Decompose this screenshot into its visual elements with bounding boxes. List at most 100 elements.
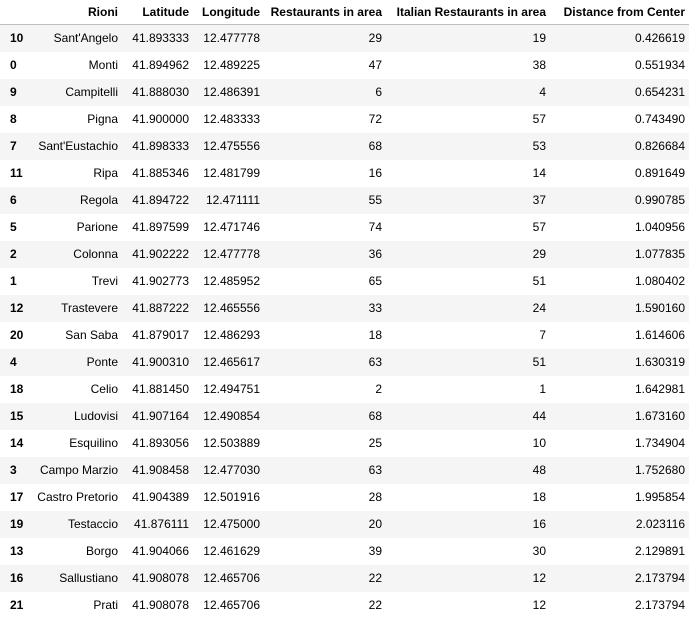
cell-rioni: Pigna	[87, 112, 118, 126]
cell-distance: 0.551934	[634, 58, 685, 72]
cell-latitude: 41.879017	[132, 328, 189, 342]
cell-restaurants: 63	[368, 463, 382, 477]
table-row: 10 Sant'Angelo 41.893333 12.477778 29 19 0.426…	[0, 24, 689, 52]
row-index: 7	[10, 139, 17, 153]
row-index: 5	[10, 220, 17, 234]
table-row: 19 Testaccio 41.876111 12.475000 20 16 2.02311…	[0, 510, 689, 538]
table-row: 5 Parione 41.897599 12.471746 74 57 1.040956	[0, 213, 689, 241]
column-header-longitude: Longitude	[193, 0, 264, 25]
cell-rioni: Ludovisi	[73, 409, 118, 423]
cell-longitude: 12.465706	[203, 598, 260, 612]
cell-italian-restaurants: 37	[532, 193, 546, 207]
cell-restaurants: 25	[368, 436, 382, 450]
cell-italian-restaurants: 7	[539, 328, 546, 342]
table-row: 14 Esquilino 41.893056 12.503889 25 10 1.73490…	[0, 429, 689, 457]
cell-rioni: Colonna	[73, 247, 118, 261]
table-row: 12 Trastevere 41.887222 12.465556 33 24 1.5901…	[0, 294, 689, 322]
cell-rioni: Regola	[79, 193, 118, 207]
cell-restaurants: 28	[368, 490, 382, 504]
cell-longitude: 12.489225	[203, 58, 260, 72]
cell-italian-restaurants: 18	[532, 490, 546, 504]
table-row: 18 Celio 41.881450 12.494751 2 1 1.642981	[0, 375, 689, 403]
cell-longitude: 12.465706	[203, 571, 260, 585]
cell-longitude: 12.494751	[203, 382, 260, 396]
table-row: 13 Borgo 41.904066 12.461629 39 30 2.129891	[0, 537, 689, 565]
cell-distance: 0.891649	[634, 166, 685, 180]
cell-distance: 1.734904	[634, 436, 685, 450]
cell-distance: 2.173794	[634, 571, 685, 585]
row-index: 4	[10, 355, 17, 369]
cell-distance: 0.826684	[634, 139, 685, 153]
header-row: Rioni Latitude Longitude Restaurants in …	[0, 0, 689, 25]
cell-distance: 0.654231	[634, 85, 685, 99]
row-index: 21	[10, 598, 24, 612]
cell-rioni: Sant'Eustachio	[38, 139, 118, 153]
column-header-restaurants: Restaurants in area	[264, 0, 386, 25]
table-row: 11 Ripa 41.885346 12.481799 16 14 0.891649	[0, 159, 689, 187]
table-row: 1 Trevi 41.902773 12.485952 65 51 1.080402	[0, 267, 689, 295]
cell-restaurants: 22	[368, 598, 382, 612]
cell-longitude: 12.477030	[203, 463, 260, 477]
cell-latitude: 41.908458	[132, 463, 189, 477]
cell-longitude: 12.477778	[203, 247, 260, 261]
cell-latitude: 41.907164	[132, 409, 189, 423]
cell-restaurants: 55	[368, 193, 382, 207]
cell-longitude: 12.483333	[203, 112, 260, 126]
cell-italian-restaurants: 44	[532, 409, 546, 423]
cell-italian-restaurants: 51	[532, 274, 546, 288]
cell-restaurants: 20	[368, 517, 382, 531]
table-row: 0 Monti 41.894962 12.489225 47 38 0.551934	[0, 51, 689, 79]
cell-rioni: Sallustiano	[59, 571, 118, 585]
cell-rioni: San Saba	[65, 328, 118, 342]
cell-latitude: 41.898333	[132, 139, 189, 153]
cell-distance: 1.673160	[634, 409, 685, 423]
table-row: 2 Colonna 41.902222 12.477778 36 29 1.077835	[0, 240, 689, 268]
cell-latitude: 41.893056	[132, 436, 189, 450]
cell-distance: 1.040956	[634, 220, 685, 234]
table-row: 16 Sallustiano 41.908078 12.465706 22 12 2.173…	[0, 564, 689, 592]
cell-restaurants: 33	[368, 301, 382, 315]
cell-latitude: 41.904066	[132, 544, 189, 558]
cell-rioni: Celio	[90, 382, 118, 396]
cell-restaurants: 39	[368, 544, 382, 558]
cell-rioni: Trastevere	[61, 301, 118, 315]
cell-latitude: 41.902222	[132, 247, 189, 261]
table-row: 4 Ponte 41.900310 12.465617 63 51 1.630319	[0, 348, 689, 376]
row-index: 11	[10, 166, 23, 180]
cell-restaurants: 68	[368, 139, 382, 153]
table-row: 21 Prati 41.908078 12.465706 22 12 2.173794	[0, 591, 689, 619]
cell-rioni: Castro Pretorio	[37, 490, 118, 504]
cell-distance: 2.023116	[635, 517, 685, 531]
cell-restaurants: 65	[368, 274, 382, 288]
cell-restaurants: 63	[368, 355, 382, 369]
row-index: 20	[10, 328, 24, 342]
cell-rioni: Campo Marzio	[39, 463, 118, 477]
cell-italian-restaurants: 29	[532, 247, 546, 261]
table-row: 3 Campo Marzio 41.908458 12.477030 63 48 1.752…	[0, 456, 689, 484]
cell-distance: 2.173794	[634, 598, 685, 612]
column-header-distance: Distance from Center	[550, 0, 689, 25]
cell-restaurants: 36	[368, 247, 382, 261]
row-index: 1	[10, 274, 17, 288]
cell-restaurants: 2	[375, 382, 382, 396]
cell-longitude: 12.486293	[203, 328, 260, 342]
cell-rioni: Borgo	[85, 544, 118, 558]
cell-longitude: 12.485952	[203, 274, 260, 288]
cell-restaurants: 18	[368, 328, 382, 342]
cell-rioni: Prati	[93, 598, 118, 612]
row-index: 16	[10, 571, 24, 585]
table-row: 15 Ludovisi 41.907164 12.490854 68 44 1.673160	[0, 402, 689, 430]
cell-latitude: 41.900310	[132, 355, 189, 369]
cell-italian-restaurants: 16	[532, 517, 546, 531]
row-index: 18	[10, 382, 24, 396]
cell-distance: 1.752680	[634, 463, 685, 477]
cell-rioni: Esquilino	[69, 436, 118, 450]
cell-distance: 1.077835	[634, 247, 685, 261]
cell-restaurants: 29	[368, 31, 382, 46]
cell-longitude: 12.490854	[203, 409, 260, 423]
cell-restaurants: 16	[368, 166, 382, 180]
cell-longitude: 12.465617	[203, 355, 260, 369]
cell-distance: 1.080402	[634, 274, 685, 288]
column-header-italian-restaurants: Italian Restaurants in area	[386, 0, 550, 25]
